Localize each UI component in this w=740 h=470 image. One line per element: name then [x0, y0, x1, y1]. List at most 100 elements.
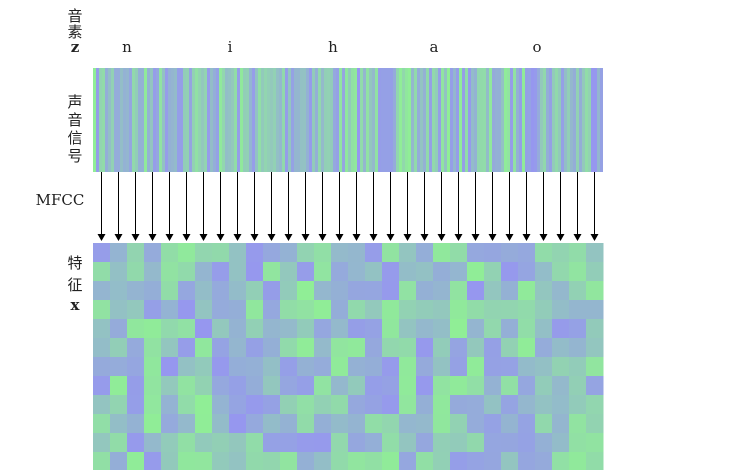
feature-cell: [110, 319, 128, 339]
signal-stripe: [528, 68, 531, 172]
feature-cell: [501, 433, 519, 453]
signal-stripe: [318, 68, 321, 172]
feature-cell: [365, 395, 383, 415]
feature-cell: [229, 262, 247, 282]
feature-cell: [569, 243, 587, 263]
feature-cell: [365, 243, 383, 263]
feature-cell: [195, 262, 213, 282]
feature-cell: [331, 414, 349, 434]
feature-cell: [297, 395, 315, 415]
feature-cell: [518, 338, 536, 358]
signal-stripe: [348, 68, 351, 172]
feature-cell: [535, 281, 553, 301]
feature-cell: [297, 338, 315, 358]
feature-cell: [518, 281, 536, 301]
feature-cell: [569, 319, 587, 339]
feature-cell: [399, 319, 417, 339]
feature-cell: [127, 376, 145, 396]
signal-stripe: [183, 68, 186, 172]
feature-cell: [501, 243, 519, 263]
feature-cell: [399, 338, 417, 358]
feature-symbol: x: [71, 296, 81, 314]
feature-cell: [484, 376, 502, 396]
feature-cell: [144, 338, 162, 358]
feature-cell: [501, 357, 519, 377]
feature-cell: [535, 452, 553, 470]
signal-stripe: [144, 68, 147, 172]
feature-cell: [161, 319, 179, 339]
feature-cell: [365, 414, 383, 434]
feature-cell: [348, 414, 366, 434]
feature-cell: [382, 376, 400, 396]
feature-cell: [280, 357, 298, 377]
feature-cell: [144, 357, 162, 377]
feature-cell: [93, 300, 111, 320]
feature-cell: [535, 300, 553, 320]
phoneme-label: 素: [67, 23, 82, 41]
signal-stripe: [288, 68, 291, 172]
feature-cell: [178, 300, 196, 320]
feature-cell: [331, 243, 349, 263]
feature-cell: [297, 319, 315, 339]
feature-cell: [586, 281, 604, 301]
feature-cell: [569, 414, 587, 434]
feature-cell: [365, 281, 383, 301]
feature-cell: [467, 452, 485, 470]
signal-stripe: [165, 68, 168, 172]
feature-cell: [178, 281, 196, 301]
signal-stripe: [516, 68, 519, 172]
signal-stripe: [465, 68, 468, 172]
feature-cell: [552, 281, 570, 301]
signal-stripe: [117, 68, 120, 172]
feature-cell: [382, 243, 400, 263]
feature-cell: [93, 433, 111, 453]
feature-cell: [331, 281, 349, 301]
feature-cell: [331, 262, 349, 282]
feature-cell: [365, 319, 383, 339]
feature-cell: [297, 452, 315, 470]
feature-cell: [246, 243, 264, 263]
feature-cell: [416, 281, 434, 301]
signal-stripe: [594, 68, 597, 172]
feature-cell: [263, 243, 281, 263]
signal-stripe: [423, 68, 426, 172]
feature-cell: [382, 262, 400, 282]
feature-cell: [399, 433, 417, 453]
feature-cell: [586, 357, 604, 377]
feature-cell: [280, 243, 298, 263]
feature-cell: [93, 319, 111, 339]
signal-stripe: [138, 68, 141, 172]
feature-cell: [195, 376, 213, 396]
signal-stripe: [399, 68, 402, 172]
feature-cell: [433, 262, 451, 282]
signal-stripe: [510, 68, 513, 172]
signal-stripe: [96, 68, 99, 172]
signal-stripe: [225, 68, 228, 172]
feature-cell: [331, 338, 349, 358]
feature-cell: [348, 357, 366, 377]
feature-cell: [450, 376, 468, 396]
feature-cell: [399, 376, 417, 396]
feature-cell: [144, 262, 162, 282]
signal-stripe: [588, 68, 591, 172]
feature-cell: [331, 433, 349, 453]
feature-cell: [161, 357, 179, 377]
signal-stripe: [582, 68, 585, 172]
feature-cell: [569, 338, 587, 358]
feature-cell: [161, 395, 179, 415]
feature-cell: [229, 452, 247, 470]
phoneme: n: [122, 38, 132, 56]
feature-cell: [416, 357, 434, 377]
signal-stripe: [600, 68, 603, 172]
feature-cell: [348, 281, 366, 301]
signal-stripe: [261, 68, 264, 172]
feature-cell: [178, 357, 196, 377]
signal-stripe: [102, 68, 105, 172]
feature-cell: [552, 452, 570, 470]
signal-stripe: [180, 68, 183, 172]
feature-cell: [365, 452, 383, 470]
feature-cell: [110, 243, 128, 263]
signal-stripe: [135, 68, 138, 172]
feature-cell: [501, 262, 519, 282]
feature-cell: [399, 357, 417, 377]
